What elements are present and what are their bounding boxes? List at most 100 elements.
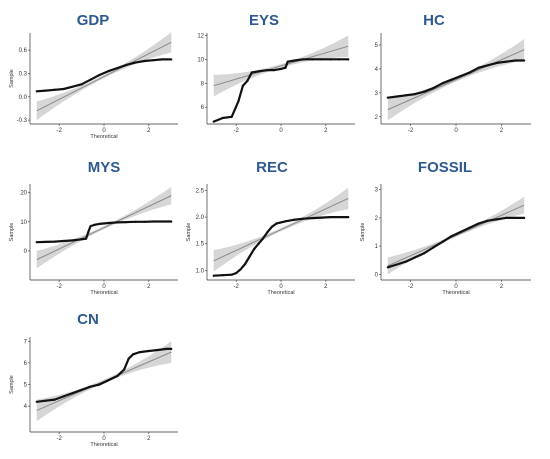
reference-line — [387, 49, 525, 111]
y-tick-label: 0 — [375, 272, 379, 278]
x-tick-label: -2 — [56, 284, 62, 290]
sample-point — [320, 216, 323, 219]
sample-point — [161, 220, 164, 223]
x-tick-label: 2 — [324, 284, 328, 290]
y-tick-label: 4 — [24, 404, 28, 410]
chart-title: MYS — [88, 159, 121, 176]
sample-point — [134, 61, 137, 64]
sample-point — [275, 222, 278, 225]
sample-point — [284, 66, 287, 69]
chart-title: FOSSIL — [418, 159, 472, 176]
panel-fossil: FOSSIL -2 0 2 0 1 2 3 Theoretical Sample — [360, 159, 531, 296]
sample-point — [432, 86, 435, 90]
sample-point — [504, 60, 508, 63]
sample-point — [170, 347, 173, 350]
sample-point — [270, 225, 274, 228]
y-tick-label: 0.6 — [19, 48, 28, 54]
y-tick-label: 3 — [375, 188, 379, 194]
sample-point — [504, 216, 508, 219]
sample-point — [127, 357, 130, 360]
reference-line — [36, 41, 172, 112]
x-axis-label: Theoretical — [267, 290, 294, 296]
y-tick-label: 1.0 — [196, 268, 205, 274]
y-tick-label: 2 — [375, 216, 379, 222]
reference-line — [36, 195, 172, 261]
sample-point — [170, 58, 173, 61]
x-tick-label: -2 — [233, 128, 239, 134]
sample-point — [450, 235, 453, 238]
sample-point — [221, 116, 224, 120]
y-tick-label: -0.3 — [17, 118, 28, 124]
sample-point — [441, 82, 444, 85]
sample-point — [230, 115, 233, 118]
x-tick-label: 0 — [454, 284, 458, 290]
y-tick-label: 6 — [24, 361, 28, 367]
sample-point — [230, 273, 233, 276]
sample-point — [71, 239, 74, 242]
sample-point — [53, 240, 56, 243]
sample-point — [273, 69, 276, 72]
sample-point — [338, 58, 341, 61]
y-tick-label: 5 — [375, 43, 379, 49]
sample-point — [147, 349, 150, 353]
sample-point — [404, 260, 408, 263]
sample-point — [71, 85, 74, 88]
sample-point — [53, 88, 56, 91]
sample-point — [386, 96, 389, 99]
y-tick-label: 10 — [20, 220, 27, 226]
sample-point — [221, 274, 224, 277]
sample-point — [459, 230, 462, 234]
sample-quantile-line — [36, 58, 172, 93]
sample-point — [35, 400, 38, 403]
plot-area: -2 0 2 1.0 1.5 2.0 2.5 Theoretical Sample — [186, 184, 355, 296]
sample-quantile-line — [213, 58, 349, 123]
sample-point — [116, 221, 119, 224]
sample-point — [62, 87, 65, 91]
x-axis-label: Theoretical — [90, 134, 117, 140]
sample-point — [84, 237, 88, 240]
sample-point — [413, 92, 417, 96]
panel-rec: REC -2 0 2 1.0 1.5 2.0 2.5 Theoretical Sample — [186, 159, 355, 296]
sample-point — [441, 240, 444, 243]
sample-point — [395, 263, 399, 266]
sample-point — [486, 64, 489, 67]
y-tick-label: 1.5 — [196, 242, 205, 248]
sample-quantile-line — [387, 216, 525, 269]
sample-point — [477, 222, 480, 225]
y-tick-label: 5 — [24, 383, 28, 389]
plot-area: -2 0 2 4 5 6 7 Theoretical Sample — [9, 337, 178, 448]
sample-point — [468, 226, 471, 229]
sample-point — [98, 383, 101, 386]
sample-point — [87, 230, 90, 234]
panel-hc: HC -2 0 2 2 3 4 5 — [375, 12, 531, 134]
x-tick-label: 0 — [279, 128, 283, 134]
x-tick-label: -2 — [408, 284, 414, 290]
y-axis-label: Sample — [360, 223, 366, 242]
y-axis-label: Sample — [9, 375, 15, 394]
sample-point — [134, 220, 137, 223]
y-tick-label: 0.0 — [19, 95, 28, 101]
sample-point — [98, 73, 101, 77]
sample-point — [266, 69, 269, 72]
x-tick-label: 2 — [500, 284, 504, 290]
x-tick-label: 2 — [147, 436, 151, 442]
sample-point — [450, 78, 453, 81]
sample-point — [523, 59, 526, 62]
x-tick-label: 0 — [102, 284, 106, 290]
sample-point — [107, 379, 110, 382]
reference-line — [213, 45, 349, 87]
sample-point — [244, 262, 247, 266]
sample-point — [235, 271, 238, 275]
sample-point — [89, 385, 92, 388]
sample-point — [107, 70, 110, 73]
panel-eys: EYS -2 0 2 6 8 10 12 — [197, 12, 355, 134]
sample-point — [237, 100, 240, 103]
sample-point — [62, 239, 65, 243]
x-tick-label: 2 — [324, 128, 328, 134]
sample-point — [329, 215, 332, 219]
plot-area: -2 0 2 6 8 10 12 — [197, 33, 355, 134]
x-tick-label: 0 — [102, 128, 106, 134]
chart-title: HC — [423, 12, 445, 29]
sample-point — [170, 220, 173, 223]
